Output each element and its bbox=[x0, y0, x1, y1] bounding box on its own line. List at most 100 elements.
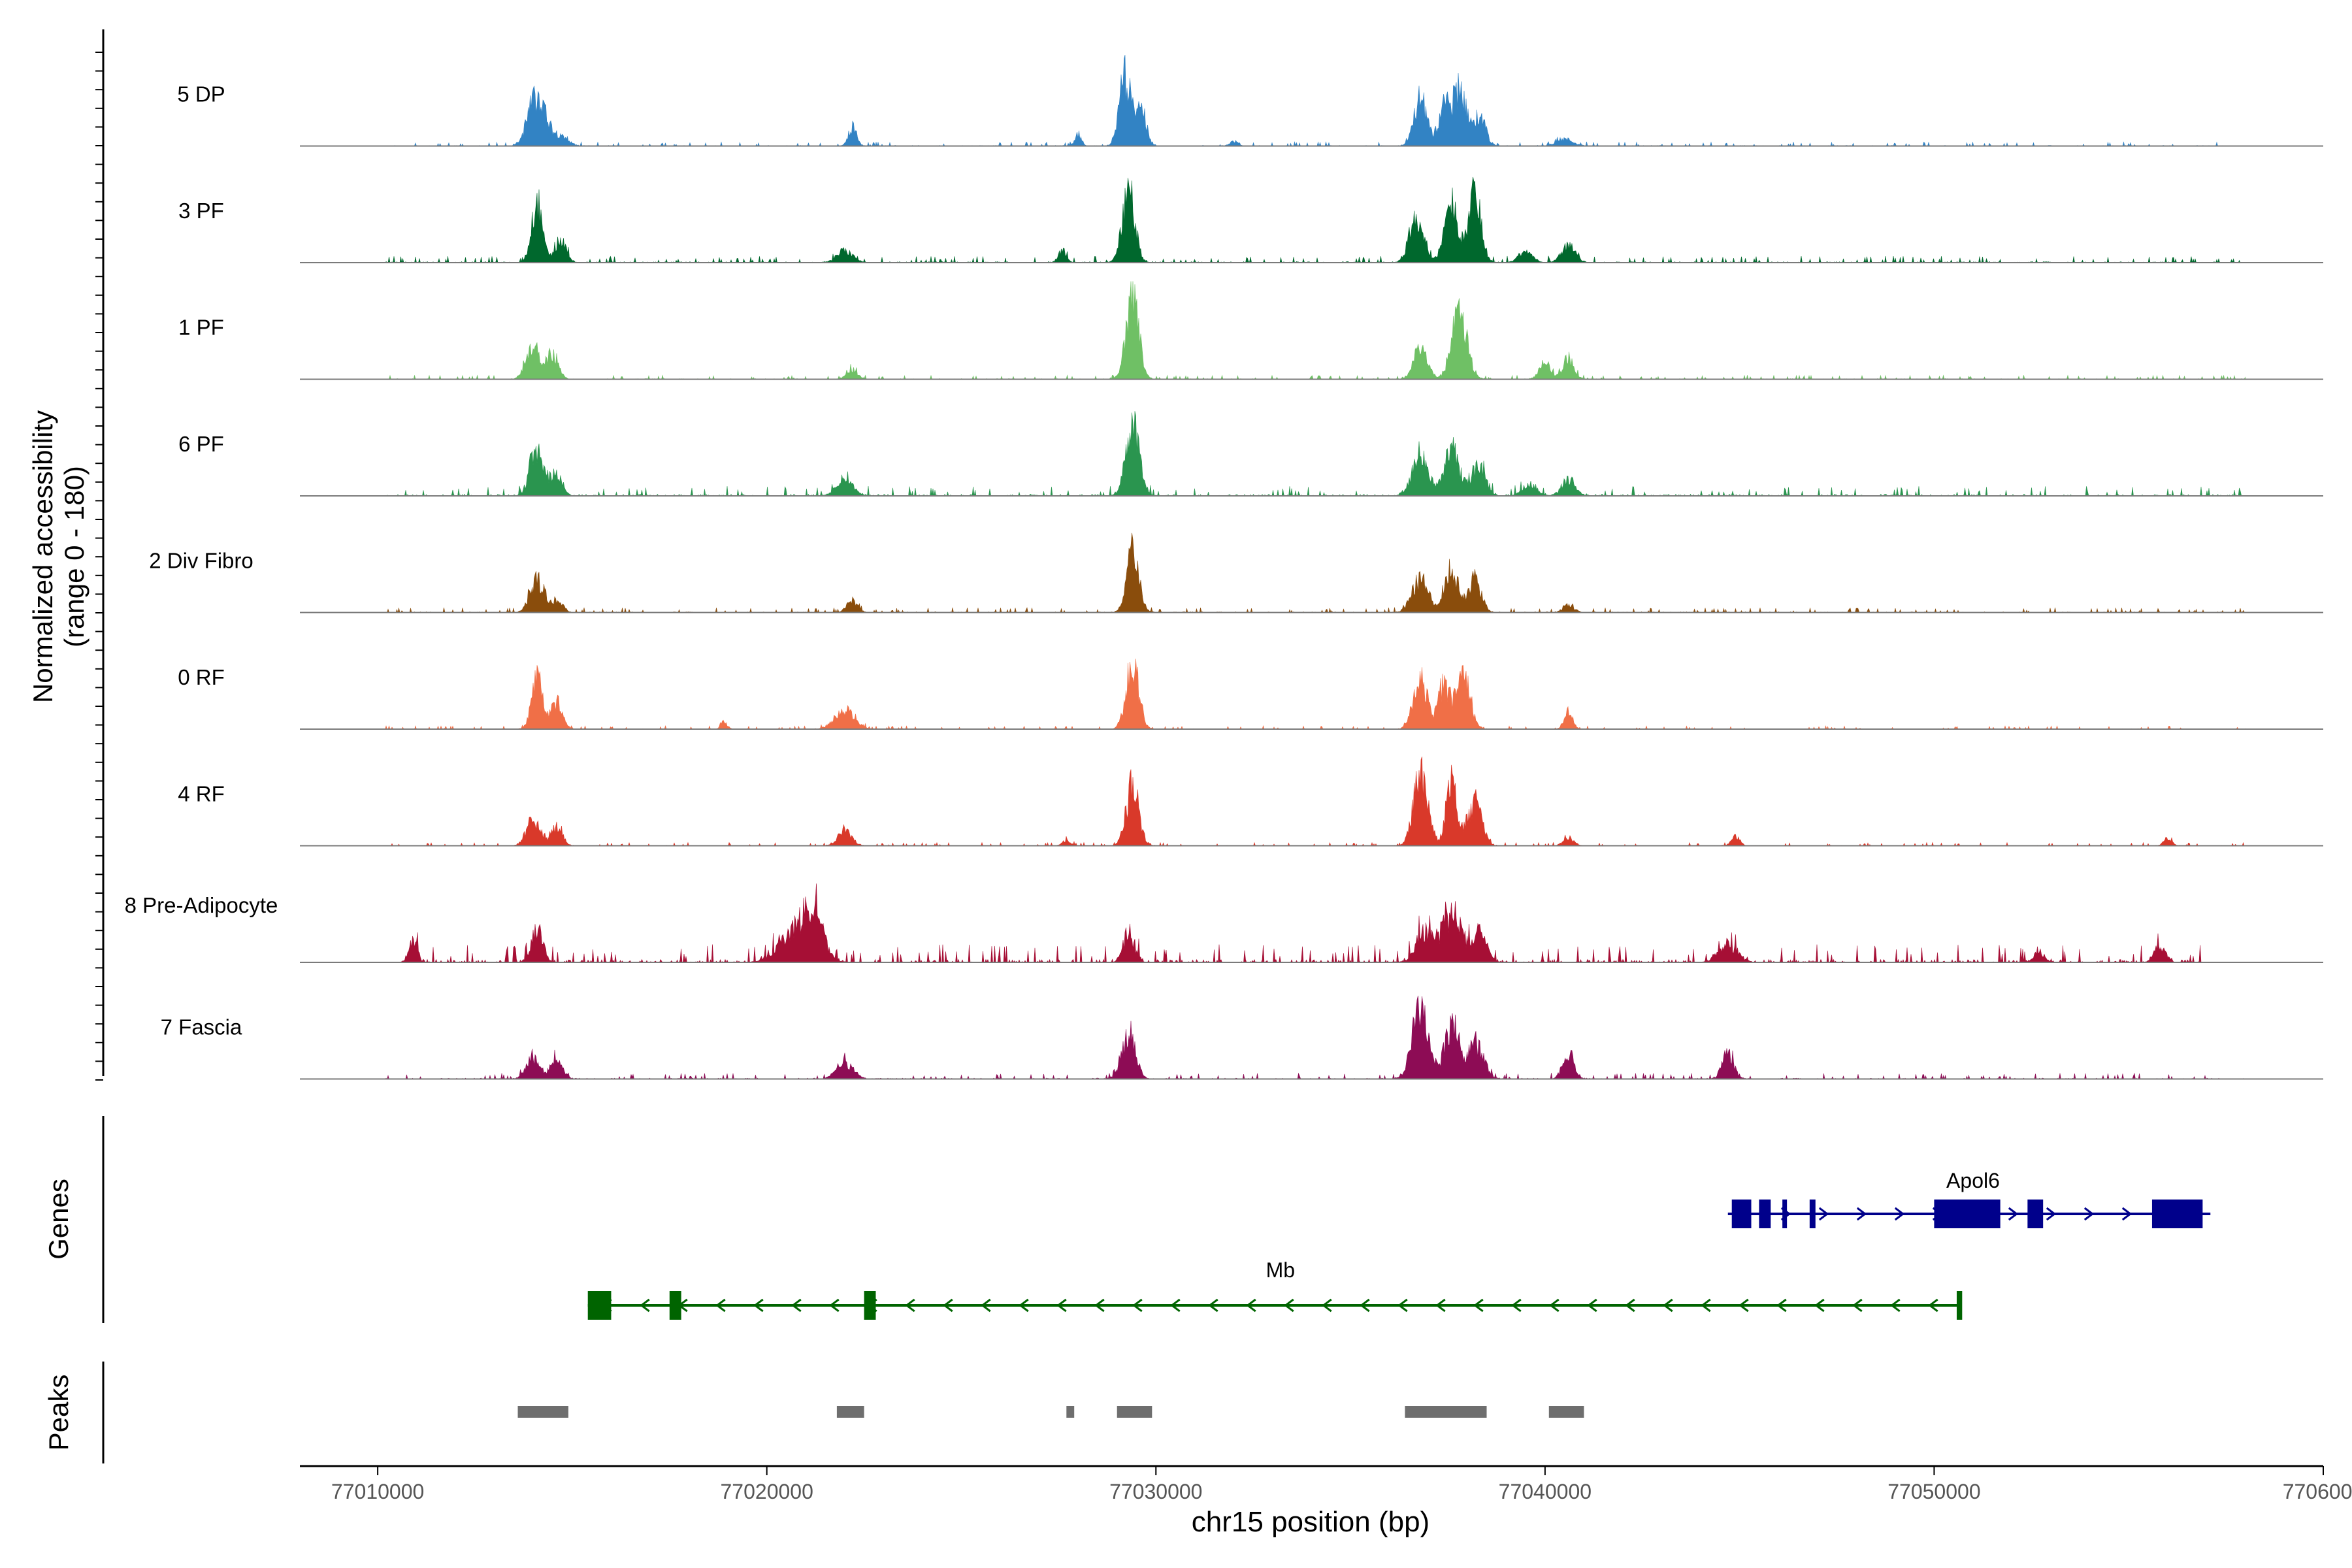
strand-chevron bbox=[791, 1298, 802, 1313]
peaks-label: Peaks bbox=[43, 1375, 74, 1451]
strand-chevron bbox=[1890, 1298, 1901, 1313]
peak-region bbox=[1066, 1406, 1075, 1418]
x-tick-label: 77010000 bbox=[331, 1480, 424, 1503]
strand-chevron bbox=[2083, 1207, 2095, 1221]
strand-chevron bbox=[1019, 1298, 1029, 1313]
y-axis-label: Normalized accessibility bbox=[27, 410, 58, 703]
strand-chevron bbox=[1663, 1298, 1673, 1313]
strand-chevron bbox=[1435, 1298, 1446, 1313]
peak-region bbox=[1117, 1406, 1152, 1418]
strand-chevron bbox=[2046, 1207, 2057, 1221]
strand-chevron bbox=[1814, 1298, 1825, 1313]
strand-chevron bbox=[1852, 1298, 1863, 1313]
strand-chevron bbox=[1625, 1298, 1635, 1313]
strand-chevron bbox=[905, 1298, 915, 1313]
gene-models: Apol6 Mb bbox=[587, 1169, 2211, 1320]
strand-chevron bbox=[1776, 1298, 1787, 1313]
gene-label: Mb bbox=[1266, 1258, 1295, 1282]
x-axis-group: 77010000 77020000 77030000 77040000 77050000… bbox=[300, 1465, 2352, 1538]
strand-chevron bbox=[1208, 1298, 1218, 1313]
peak-regions bbox=[517, 1406, 1584, 1418]
track-5: 2 Div Fibro bbox=[149, 532, 2323, 613]
gene-exon bbox=[587, 1291, 612, 1320]
track-3: 1 PF bbox=[178, 281, 2323, 380]
track-4: 6 PF bbox=[178, 411, 2323, 497]
strand-chevron bbox=[1322, 1298, 1332, 1313]
strand-chevron bbox=[981, 1298, 991, 1313]
track-label: 0 RF bbox=[178, 665, 225, 689]
x-tick-label: 77020000 bbox=[721, 1480, 813, 1503]
coverage-tracks: 5 DP 3 PF 1 PF 6 PF 2 Div Fibro 0 RF 4 RF 8 Pre… bbox=[125, 55, 2323, 1080]
strand-chevron bbox=[1170, 1298, 1181, 1313]
gene-exon bbox=[669, 1291, 681, 1320]
strand-chevron bbox=[1587, 1298, 1597, 1313]
gene-exon bbox=[1731, 1200, 1752, 1228]
track-label: 6 PF bbox=[178, 432, 224, 456]
track-8: 8 Pre-Adipocyte bbox=[125, 883, 2323, 964]
gene-exon bbox=[1956, 1291, 1963, 1320]
peaks-panel: Peaks bbox=[43, 1362, 1584, 1463]
y-axis-ticks bbox=[95, 52, 103, 1081]
strand-chevron bbox=[1132, 1298, 1143, 1313]
strand-chevron bbox=[829, 1298, 840, 1313]
y-axis-range-label: (range 0 - 180) bbox=[59, 466, 90, 647]
track-label: 8 Pre-Adipocyte bbox=[125, 893, 278, 917]
strand-chevron bbox=[1473, 1298, 1484, 1313]
strand-chevron bbox=[2121, 1207, 2132, 1221]
track-label: 3 PF bbox=[178, 199, 224, 223]
track-6: 0 RF bbox=[178, 659, 2323, 730]
strand-chevron bbox=[1397, 1298, 1408, 1313]
track-label: 1 PF bbox=[178, 316, 224, 340]
gene-exon bbox=[864, 1291, 876, 1320]
strand-chevron bbox=[1928, 1298, 1938, 1313]
strand-chevron bbox=[715, 1298, 726, 1313]
strand-chevron bbox=[1549, 1298, 1560, 1313]
peak-region bbox=[1548, 1406, 1584, 1418]
track-9: 7 Fascia bbox=[161, 996, 2323, 1080]
strand-chevron bbox=[1360, 1298, 1370, 1313]
gene-apol6: Apol6 bbox=[1727, 1169, 2211, 1228]
strand-chevron bbox=[1818, 1207, 1829, 1221]
strand-chevron bbox=[943, 1298, 953, 1313]
peak-region bbox=[836, 1406, 864, 1418]
track-1: 5 DP bbox=[177, 55, 2323, 147]
strand-chevron bbox=[2008, 1207, 2019, 1221]
genes-panel: Genes Apol6 Mb bbox=[43, 1116, 2211, 1323]
y-axis-group: Normalized accessibility (range 0 - 180) bbox=[27, 29, 105, 1081]
gene-exon bbox=[1934, 1200, 2001, 1228]
x-tick-label: 7706000 bbox=[2283, 1480, 2352, 1503]
track-7: 4 RF bbox=[178, 757, 2323, 847]
x-tick-label: 77040000 bbox=[1499, 1480, 1592, 1503]
strand-chevron bbox=[753, 1298, 764, 1313]
gene-exon bbox=[1782, 1200, 1788, 1228]
x-axis-ticks: 77010000 77020000 77030000 77040000 77050000… bbox=[331, 1466, 2352, 1503]
track-label: 2 Div Fibro bbox=[149, 549, 253, 573]
strand-chevron bbox=[1284, 1298, 1294, 1313]
strand-chevron bbox=[1856, 1207, 1867, 1221]
strand-chevron bbox=[1701, 1298, 1711, 1313]
peak-region bbox=[1405, 1406, 1487, 1418]
gene-mb: Mb bbox=[587, 1258, 1963, 1320]
strand-chevron bbox=[1246, 1298, 1256, 1313]
strand-chevron bbox=[1056, 1298, 1067, 1313]
gene-exon bbox=[1809, 1200, 1816, 1228]
genes-label: Genes bbox=[43, 1179, 74, 1260]
strand-chevron bbox=[1894, 1207, 1905, 1221]
strand-chevron bbox=[1739, 1298, 1749, 1313]
strand-chevron bbox=[1094, 1298, 1105, 1313]
track-label: 5 DP bbox=[177, 82, 225, 106]
gene-exon bbox=[2027, 1200, 2044, 1228]
strand-chevron bbox=[640, 1298, 650, 1313]
gene-exon bbox=[1759, 1200, 1771, 1228]
track-label: 4 RF bbox=[178, 782, 225, 806]
track-label: 7 Fascia bbox=[161, 1015, 242, 1039]
peak-region bbox=[517, 1406, 568, 1418]
gene-label: Apol6 bbox=[1946, 1169, 2000, 1192]
track-2: 3 PF bbox=[178, 176, 2323, 264]
x-tick-label: 77030000 bbox=[1109, 1480, 1202, 1503]
gene-exon bbox=[2151, 1200, 2203, 1228]
x-axis-title: chr15 position (bp) bbox=[1192, 1506, 1429, 1538]
x-tick-label: 77050000 bbox=[1887, 1480, 1980, 1503]
